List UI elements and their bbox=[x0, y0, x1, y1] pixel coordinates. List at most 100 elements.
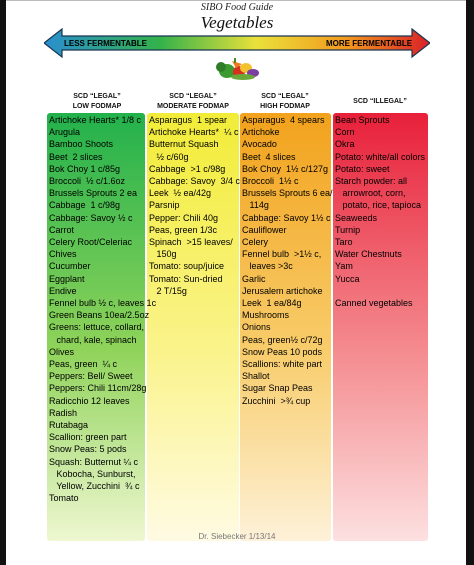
food-item: Mushrooms bbox=[242, 310, 290, 321]
food-item: Green Beans 10ea/2.5oz bbox=[49, 310, 150, 321]
food-item: Bok Choy 1½ c/127g bbox=[242, 163, 329, 174]
food-item: Artichoke bbox=[242, 127, 280, 138]
food-item: Tomato bbox=[49, 493, 79, 504]
food-item: 114g bbox=[242, 200, 269, 211]
moderate-fodmap-column bbox=[147, 113, 239, 541]
more-fermentable-label: MORE FERMENTABLE bbox=[326, 39, 413, 48]
food-item: Cabbage: Savoy ½ c bbox=[49, 212, 133, 223]
food-item: Cauliflower bbox=[242, 224, 287, 235]
food-item: Artichoke Hearts* ¼ c bbox=[149, 127, 239, 138]
food-item: Beet 2 slices bbox=[49, 151, 103, 162]
food-item: Bean Sprouts bbox=[335, 115, 390, 125]
column-heading-high-fodmap: SCD “LEGAL” HIGH FODMAP bbox=[238, 92, 332, 112]
food-item: Potato: sweet bbox=[335, 163, 390, 174]
food-item: Pepper: Chili 40g bbox=[149, 212, 219, 223]
food-item: Yucca bbox=[335, 273, 360, 284]
vegetables-illustration bbox=[216, 58, 259, 80]
food-item: 2 T/15g bbox=[149, 285, 187, 296]
food-item: Radish bbox=[49, 407, 78, 418]
page-title: Vegetables bbox=[200, 13, 274, 32]
food-item: Corn bbox=[335, 127, 355, 138]
left-border bbox=[0, 0, 6, 565]
food-item: Asparagus 1 spear bbox=[149, 115, 228, 125]
food-item: Peas, green½ c/72g bbox=[242, 334, 323, 345]
food-item: Parsnip bbox=[149, 200, 180, 211]
column-heading-illegal: SCD “ILLEGAL” bbox=[333, 97, 427, 107]
author-date-footer: Dr. Siebecker 1/13/14 bbox=[198, 532, 276, 541]
food-item: Scallions: white part bbox=[242, 359, 323, 369]
food-item: Zucchini >¾ cup bbox=[242, 395, 311, 406]
food-item: Cabbage: Savoy 3/4 c bbox=[149, 176, 241, 186]
food-item: Starch powder: all bbox=[335, 176, 408, 186]
column-heading-line: SCD “LEGAL” bbox=[261, 93, 309, 100]
guide-supertitle: SIBO Food Guide bbox=[200, 2, 274, 13]
food-item: Fennel bulb ½ c, leaves 1c bbox=[49, 298, 157, 308]
column-heading-line: SCD “LEGAL” bbox=[169, 93, 217, 100]
food-item: Water Chestnuts bbox=[335, 249, 402, 260]
food-item: Seaweeds bbox=[335, 212, 378, 223]
food-item: Greens: lettuce, collard, bbox=[49, 322, 145, 333]
food-item: Cabbage >1 c/98g bbox=[149, 163, 226, 174]
column-heading-line: LOW FODMAP bbox=[72, 103, 122, 110]
food-item: Carrot bbox=[49, 224, 75, 235]
food-item: Chives bbox=[49, 249, 77, 260]
fermentability-arrow bbox=[44, 28, 430, 58]
food-item: Potato: white/all colors bbox=[335, 151, 426, 162]
food-item: Endive bbox=[49, 285, 77, 296]
food-item: Celery Root/Celeriac bbox=[49, 237, 133, 247]
right-border bbox=[466, 0, 474, 565]
food-item: Olives bbox=[49, 346, 75, 357]
food-item: Peas, green ¼ c bbox=[49, 359, 118, 369]
food-item: Avocado bbox=[242, 139, 277, 150]
food-item: Eggplant bbox=[49, 273, 85, 284]
food-item: potato, rice, tapioca bbox=[335, 200, 422, 211]
food-item: arrowroot, corn, bbox=[335, 188, 406, 199]
food-item: Butternut Squash bbox=[149, 139, 219, 150]
column-heading-line: SCD “LEGAL” bbox=[73, 93, 121, 100]
food-item: Beet 4 slices bbox=[242, 151, 296, 162]
column-heading-low-fodmap: SCD “LEGAL” LOW FODMAP bbox=[50, 92, 144, 112]
food-item: Cabbage: Savoy 1½ c bbox=[242, 212, 331, 223]
food-item: Asparagus 4 spears bbox=[242, 115, 325, 125]
food-item: Snow Peas: 5 pods bbox=[49, 444, 127, 455]
high-fodmap-column bbox=[240, 113, 331, 541]
food-item: Arugula bbox=[49, 127, 81, 138]
food-item: Snow Peas 10 pods bbox=[242, 346, 323, 357]
food-item: Peppers: Bell/ Sweet bbox=[49, 371, 133, 382]
column-heading-line: HIGH FODMAP bbox=[260, 103, 310, 110]
food-item: Celery bbox=[242, 237, 269, 247]
food-item: Scallion: green part bbox=[49, 432, 127, 443]
food-item: Cucumber bbox=[49, 261, 91, 272]
food-item: leaves >3c bbox=[242, 261, 293, 272]
food-item: Rutabaga bbox=[49, 420, 89, 430]
column-heading-line: SCD “ILLEGAL” bbox=[353, 98, 407, 105]
food-item: Brussels Sprouts 2 ea bbox=[49, 188, 138, 199]
food-item: Yam bbox=[335, 261, 353, 272]
food-item: Onions bbox=[242, 322, 271, 333]
food-item: Taro bbox=[335, 237, 353, 247]
food-item: Tomato: soup/juice bbox=[149, 261, 225, 272]
food-item: Squash: Butternut ¼ c bbox=[49, 456, 139, 467]
food-item: Tomato: Sun-dried bbox=[149, 273, 223, 284]
less-fermentable-label: LESS FERMENTABLE bbox=[64, 39, 147, 48]
food-item: Peas, green 1/3c bbox=[149, 224, 218, 235]
column-heading-line: MODERATE FODMAP bbox=[157, 103, 229, 110]
food-item: Leek 1 ea/84g bbox=[242, 298, 302, 308]
food-item: Cabbage 1 c/98g bbox=[49, 200, 121, 211]
top-rule bbox=[0, 0, 474, 1]
food-item: Bok Choy 1 c/85g bbox=[49, 163, 121, 174]
food-item: Fennel bulb >1½ c, bbox=[242, 249, 322, 260]
food-item: Canned vegetables bbox=[335, 298, 413, 308]
food-item: Shallot bbox=[242, 371, 270, 382]
low-fodmap-column bbox=[47, 113, 145, 541]
food-item: Peppers: Chili 11cm/28g bbox=[49, 383, 147, 394]
food-item: Yellow, Zucchini ¾ c bbox=[49, 481, 140, 491]
food-item: Radicchio 12 leaves bbox=[49, 395, 130, 406]
food-item: Brussels Sprouts 6 ea/ bbox=[242, 188, 333, 199]
food-item: Turnip bbox=[335, 224, 361, 235]
food-item: Garlic bbox=[242, 273, 266, 284]
food-item: Broccoli 1½ c bbox=[242, 176, 299, 186]
food-item: chard, kale, spinach bbox=[49, 334, 137, 345]
food-item: Broccoli ½ c/1.6oz bbox=[49, 176, 126, 186]
food-item: Bamboo Shoots bbox=[49, 139, 114, 150]
